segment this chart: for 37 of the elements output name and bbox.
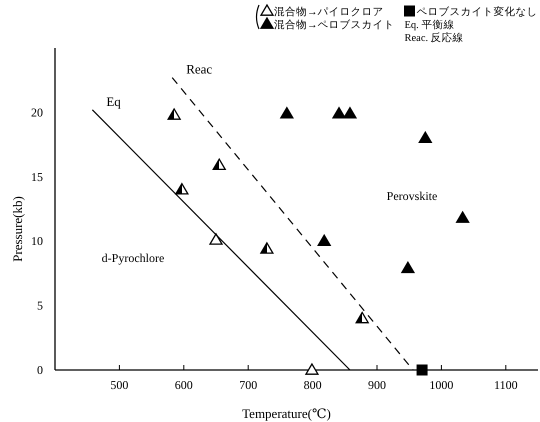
y-tick-label: 20 (31, 105, 43, 120)
x-tick-label: 1100 (494, 378, 518, 392)
text: Eq. 平衡線 (404, 20, 454, 31)
point (343, 107, 357, 119)
x-tick-label: 700 (239, 378, 258, 392)
x-tick-label: 500 (110, 378, 128, 392)
x-tick-label: 800 (304, 378, 322, 392)
y-tick-label: 10 (31, 234, 43, 248)
series-label: Reac (186, 62, 212, 77)
point (280, 107, 294, 119)
legend-label: ペロブスカイト変化なし (416, 5, 538, 18)
point (356, 312, 369, 324)
y-tick-label: 15 (31, 170, 43, 184)
point (456, 211, 470, 223)
point (318, 234, 331, 246)
x-tick-label: 1000 (429, 378, 454, 392)
point (167, 108, 181, 120)
x-axis-title: Temperature(℃) (242, 406, 331, 421)
y-tick-label: 0 (37, 363, 43, 377)
y-axis-title: Pressure(kb) (10, 196, 25, 262)
x-tick-label: 900 (368, 378, 386, 392)
legend-label: 混合物→ペロブスカイト (274, 18, 394, 31)
legend-label: 混合物→パイロクロア (274, 5, 384, 18)
point (175, 183, 189, 195)
x-tick-label: 600 (174, 378, 193, 392)
annotation: d-Pyrochlore (102, 251, 164, 265)
annotation: Perovskite (386, 189, 438, 203)
series-label: Eq (106, 94, 122, 109)
y-tick-label: 5 (37, 298, 43, 313)
point (401, 262, 415, 274)
point (332, 107, 346, 119)
point (212, 158, 226, 170)
point (305, 363, 319, 375)
point (209, 233, 223, 245)
point (260, 242, 274, 254)
point (418, 132, 432, 144)
text: Reac. 反応線 (404, 33, 464, 44)
